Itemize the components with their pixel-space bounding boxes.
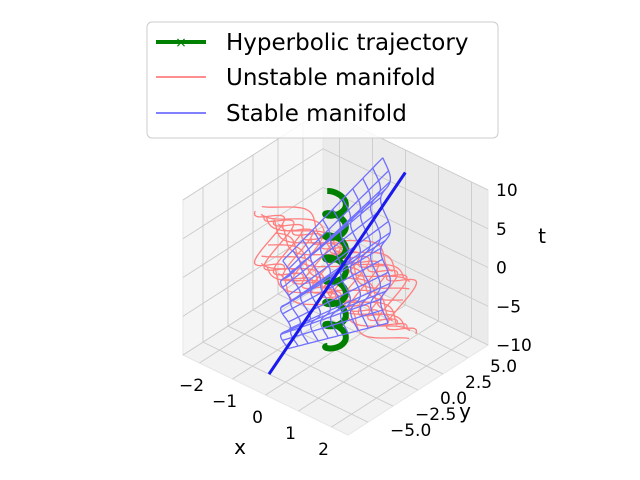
gridline-y-floor [202,341,369,423]
stable-manifold-line [288,271,389,323]
y-tick-label: 5.0 [490,357,517,377]
gridline-y-floor [227,325,394,407]
stable-manifold-line [280,298,382,336]
unstable-manifold-line [260,213,397,277]
t-tick-label: 0 [496,259,507,279]
unstable-manifold-line [260,262,398,326]
x-tick-label: 2 [318,440,329,460]
legend-label-stable-manifold: Stable manifold [226,101,407,127]
stable-manifold-line [288,170,390,270]
legend-frame [146,21,499,139]
stable-manifold-line [282,157,384,262]
t-tick-label: −5 [496,297,521,317]
gridline-t-left [182,187,324,278]
stable-manifold-line [282,207,384,288]
y-tick-label: −2.5 [415,405,456,425]
stable-manifold-line [289,181,391,276]
legend: × Hyperbolic trajectory Unstable manifol… [146,21,499,139]
stable-manifold-line [282,309,383,342]
gridline-t-back [322,148,489,230]
x-axis-label: x [234,435,246,459]
stable-manifold-line [288,220,389,296]
unstable-manifold-line [275,232,404,301]
y-axis-label: y [459,399,471,423]
legend-item-unstable-manifold: Unstable manifold [156,65,436,91]
unstable-manifold-line [266,266,406,328]
plot-area [253,157,418,375]
legend-marker-x-icon: × [175,35,187,51]
unstable-manifold-line [338,251,370,312]
stable-manifold-line [288,322,389,350]
gridline-t-left [182,148,324,240]
gridline-t-left [182,225,324,317]
t-tick-label: 10 [496,181,518,201]
gridline-t-back [322,225,489,307]
unstable-manifold-line [385,274,418,335]
x-tick-label: 1 [285,424,296,444]
legend-item-hyperbolic-trajectory: × Hyperbolic trajectory [156,30,468,56]
legend-label-hyperbolic-trajectory: Hyperbolic trajectory [226,30,468,56]
x-tick-label: −1 [212,392,237,412]
stable-manifold-edge-line [267,171,407,375]
unstable-manifold-line [253,210,286,271]
stable-manifold-line [282,258,383,315]
gridline-t-left [182,264,324,356]
stable-manifold-wireframe [267,157,407,375]
y-tick-label: 2.5 [465,373,492,393]
unstable-manifold-line [282,224,314,284]
stable-manifold-line [280,247,382,309]
legend-label-unstable-manifold: Unstable manifold [226,65,436,91]
legend-item-stable-manifold: Stable manifold [156,101,407,127]
t-tick-label: −10 [496,336,532,356]
stable-manifold-line [289,282,391,329]
gridline-t-back [322,187,489,268]
t-tick-label: 5 [496,220,507,240]
t-axis-label: t [538,224,546,248]
x-tick-label: 0 [252,408,263,428]
x-tick-label: −2 [179,376,204,396]
y-tick-label: 0.0 [440,389,467,409]
unstable-manifold-line [301,233,333,294]
y-tick-label: −5.0 [390,421,431,441]
